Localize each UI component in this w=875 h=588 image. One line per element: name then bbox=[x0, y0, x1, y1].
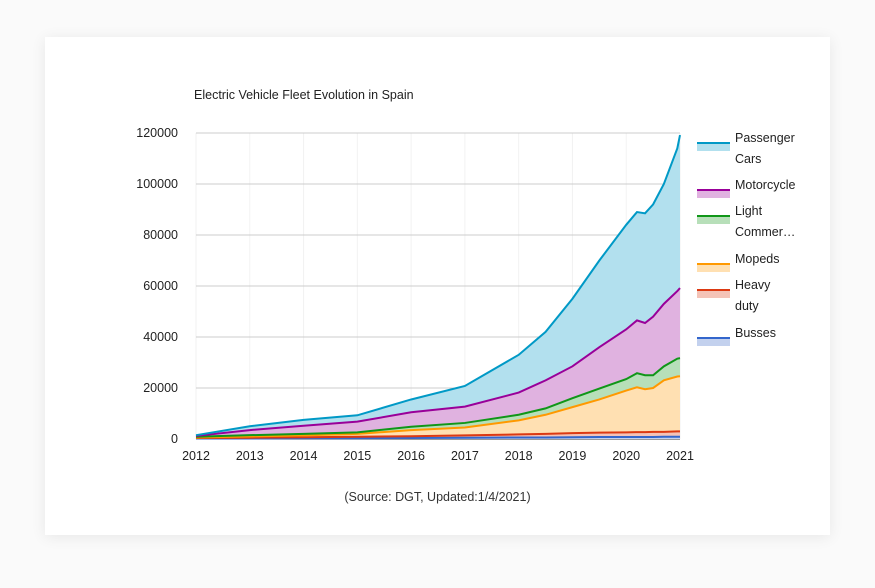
x-tick-label: 2020 bbox=[612, 449, 640, 463]
legend-label: Busses bbox=[735, 326, 776, 340]
legend-label: Heavy bbox=[735, 278, 771, 292]
source-note: (Source: DGT, Updated:1/4/2021) bbox=[344, 490, 531, 504]
area-mopeds bbox=[196, 376, 680, 438]
legend-label: duty bbox=[735, 299, 759, 313]
y-tick-label: 40000 bbox=[143, 330, 178, 344]
x-tick-label: 2016 bbox=[397, 449, 425, 463]
legend-swatch-fill bbox=[697, 290, 730, 298]
legend-label: Commer… bbox=[735, 225, 795, 239]
legend-label: Motorcycle bbox=[735, 178, 795, 192]
legend-swatch-fill bbox=[697, 216, 730, 224]
y-tick-label: 0 bbox=[171, 432, 178, 446]
chart-title: Electric Vehicle Fleet Evolution in Spai… bbox=[194, 88, 414, 102]
line-passenger-cars bbox=[195, 134, 681, 437]
legend-swatch-fill bbox=[697, 190, 730, 198]
x-tick-label: 2012 bbox=[182, 449, 210, 463]
x-tick-label: 2017 bbox=[451, 449, 479, 463]
legend-label: Passenger bbox=[735, 131, 795, 145]
legend-swatch-fill bbox=[697, 143, 730, 151]
x-tick-label: 2015 bbox=[343, 449, 371, 463]
line-heavy-duty bbox=[195, 430, 680, 439]
y-tick-label: 20000 bbox=[143, 381, 178, 395]
legend-swatch-fill bbox=[697, 264, 730, 272]
x-tick-label: 2019 bbox=[559, 449, 587, 463]
line-mopeds bbox=[195, 375, 681, 439]
legend-label: Cars bbox=[735, 152, 761, 166]
area-light-commer bbox=[196, 358, 680, 438]
area-motorcycle bbox=[196, 288, 680, 437]
x-tick-label: 2021 bbox=[666, 449, 694, 463]
legend-label: Light bbox=[735, 204, 763, 218]
x-tick-label: 2018 bbox=[505, 449, 533, 463]
x-tick-label: 2014 bbox=[290, 449, 318, 463]
y-tick-label: 120000 bbox=[136, 126, 178, 140]
y-tick-label: 100000 bbox=[136, 177, 178, 191]
y-tick-label: 80000 bbox=[143, 228, 178, 242]
legend-label: Mopeds bbox=[735, 252, 779, 266]
line-busses bbox=[196, 435, 680, 440]
line-light-commer bbox=[195, 357, 681, 438]
x-tick-label: 2013 bbox=[236, 449, 264, 463]
line-motorcycle bbox=[195, 287, 681, 437]
area-passenger-cars bbox=[196, 135, 680, 436]
legend-swatch-fill bbox=[697, 338, 730, 346]
y-tick-label: 60000 bbox=[143, 279, 178, 293]
